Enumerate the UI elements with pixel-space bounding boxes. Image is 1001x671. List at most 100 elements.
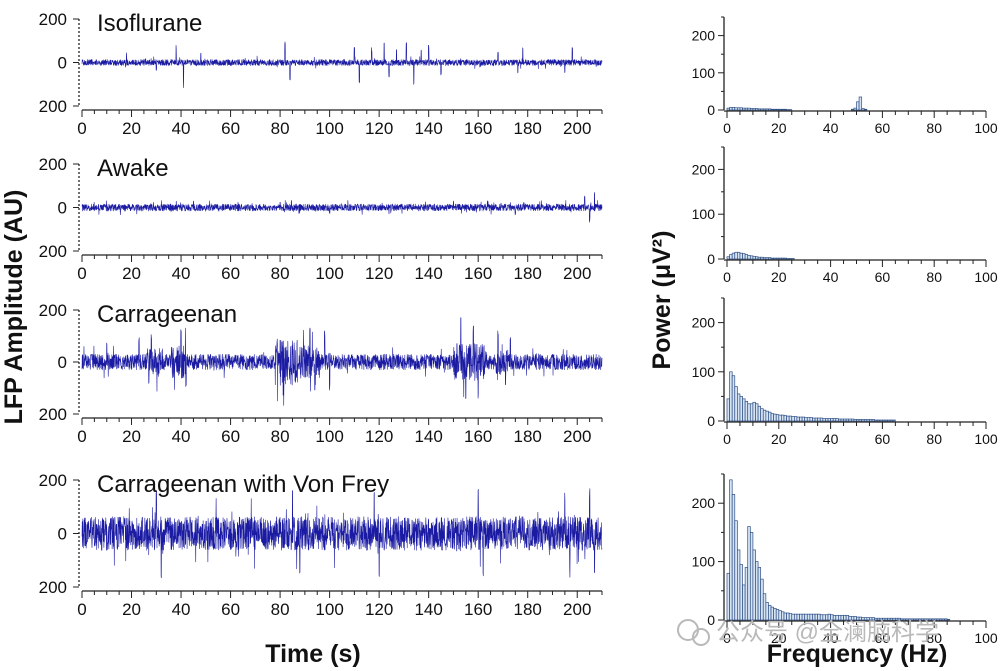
power-bar: [871, 419, 875, 422]
power-bar: [775, 414, 780, 422]
power-bar: [827, 418, 831, 422]
lfp-x-tick-label: 140: [414, 264, 442, 283]
power-bar: [737, 251, 741, 260]
lfp-x-tick-label: 180: [514, 264, 542, 283]
power-bar: [884, 419, 888, 422]
lfp-x-tick-label: 180: [514, 600, 542, 619]
power-bar: [765, 108, 769, 111]
power-bar: [747, 107, 751, 111]
power-x-tick-label: 80: [926, 120, 942, 136]
power-bar: [825, 418, 829, 422]
power-x-tick-label: 60: [875, 630, 891, 646]
power-bar: [737, 393, 741, 422]
lfp-y-tick-label: 200: [39, 97, 67, 116]
lfp-panel-title: Awake: [97, 155, 169, 182]
power-bar: [762, 593, 767, 621]
lfp-y-axis-label: LFP Amplitude (AU): [0, 190, 28, 425]
lfp-y-tick-label: 0: [58, 199, 67, 218]
power-panel-4: 0 100 200 0 20 40 60 80 100: [692, 473, 998, 646]
power-bar: [882, 419, 886, 422]
power-bar: [773, 108, 777, 111]
power-bar: [747, 255, 751, 260]
power-bar: [819, 417, 824, 422]
power-bar: [783, 415, 787, 422]
power-bar: [768, 411, 772, 422]
lfp-y-tick-label: 200: [39, 155, 67, 174]
power-bar: [749, 532, 754, 621]
power-bar: [806, 417, 811, 422]
power-y-tick-label: 0: [707, 102, 715, 118]
power-bar: [757, 108, 762, 111]
power-bar: [747, 526, 751, 621]
lfp-x-tick-label: 100: [315, 427, 343, 446]
power-bar: [755, 256, 759, 260]
lfp-x-tick-label: 180: [514, 427, 542, 446]
power-bar: [773, 257, 777, 260]
power-bar: [876, 419, 881, 422]
lfp-y-tick-label: 200: [39, 242, 67, 261]
power-bar: [765, 257, 769, 260]
power-bar: [856, 101, 860, 111]
power-bar: [731, 494, 736, 621]
power-bar: [788, 415, 793, 422]
power-bar: [809, 417, 813, 422]
power-bar: [783, 108, 787, 111]
power-bar: [744, 107, 749, 111]
power-bar: [734, 107, 738, 111]
power-bar: [749, 108, 754, 111]
power-bar: [760, 578, 764, 621]
lfp-trace: [81, 317, 603, 406]
power-bar: [848, 418, 852, 422]
power-bar: [850, 418, 855, 422]
power-bar: [739, 107, 743, 111]
lfp-x-tick-label: 180: [514, 119, 542, 138]
power-bar: [726, 256, 730, 260]
lfp-x-tick-label: 20: [122, 119, 141, 138]
power-bar: [778, 257, 782, 260]
lfp-x-tick-label: 0: [77, 427, 86, 446]
power-bar: [757, 567, 762, 621]
lfp-x-tick-label: 0: [77, 119, 86, 138]
lfp-x-tick-label: 60: [221, 427, 240, 446]
power-bar: [755, 561, 759, 621]
lfp-x-tick-label: 120: [365, 119, 393, 138]
power-bar: [799, 416, 803, 422]
power-x-tick-label: 20: [771, 630, 787, 646]
power-bar: [879, 419, 883, 422]
lfp-y-tick-label: 200: [39, 578, 67, 597]
power-y-tick-label: 200: [692, 161, 716, 177]
power-bar: [744, 567, 749, 621]
wechat-icon: [677, 619, 699, 641]
power-x-tick-label: 40: [823, 120, 839, 136]
power-bar: [861, 419, 865, 422]
power-x-tick-label: 60: [875, 120, 891, 136]
power-bar: [755, 108, 759, 111]
power-bar: [866, 419, 870, 422]
lfp-x-tick-label: 0: [77, 264, 86, 283]
lfp-y-tick-label: 0: [58, 525, 67, 544]
lfp-x-tick-label: 100: [315, 600, 343, 619]
power-bar: [739, 252, 743, 260]
power-bar: [840, 418, 844, 422]
power-bar: [801, 416, 806, 422]
lfp-x-tick-label: 140: [414, 427, 442, 446]
power-bar: [742, 398, 746, 422]
lfp-x-tick-label: 100: [315, 264, 343, 283]
power-bar: [760, 108, 764, 111]
power-bar: [817, 417, 821, 422]
lfp-x-tick-label: 40: [172, 600, 191, 619]
power-bar: [737, 107, 741, 111]
power-bar: [768, 605, 772, 621]
lfp-trace: [81, 41, 603, 88]
lfp-y-tick-label: 200: [39, 10, 67, 29]
power-bar: [861, 108, 865, 111]
power-y-tick-label: 0: [707, 612, 715, 628]
lfp-x-tick-label: 120: [365, 427, 393, 446]
power-bar: [726, 107, 730, 111]
power-x-tick-label: 0: [723, 269, 731, 285]
power-bar: [734, 520, 738, 621]
power-bar: [762, 257, 767, 260]
